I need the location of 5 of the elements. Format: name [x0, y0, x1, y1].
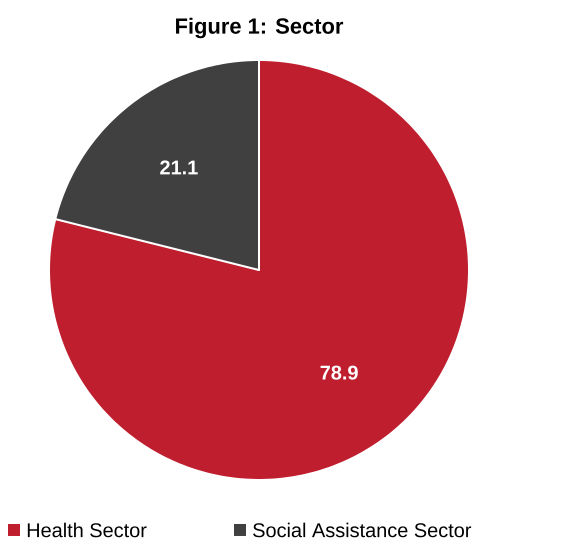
legend-label: Health Sector: [28, 522, 147, 538]
data-label: 21.1: [160, 160, 198, 174]
chart-title: Figure 1: Sector: [176, 18, 344, 38]
legend-label: Social Assistance Sector: [253, 522, 472, 538]
data-label: 78.9: [320, 366, 358, 380]
